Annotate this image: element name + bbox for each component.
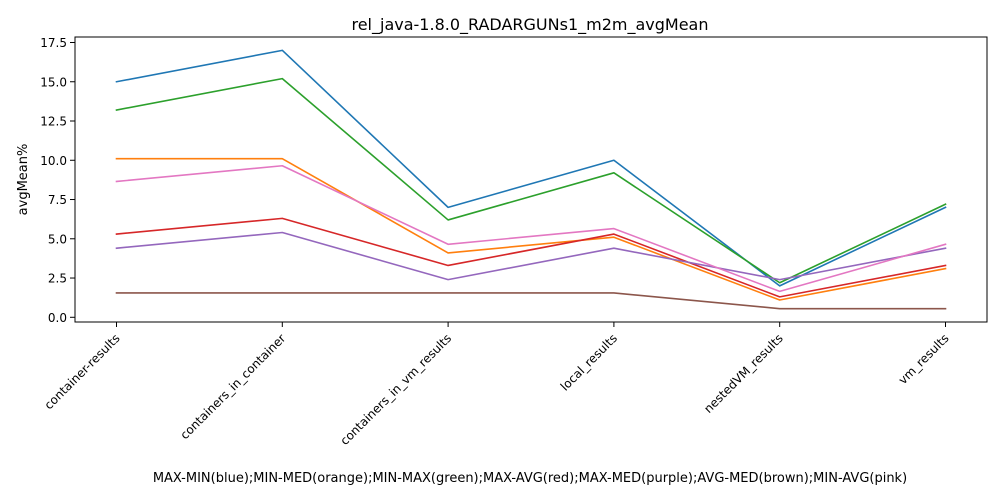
y-tick-label: 7.5: [48, 193, 67, 207]
y-tick-label: 0.0: [48, 311, 67, 325]
chart-title: rel_java-1.8.0_RADARGUNs1_m2m_avgMean: [351, 15, 708, 35]
y-axis-label: avgMean%: [16, 144, 31, 216]
series-line-3: [115, 217, 947, 298]
y-tick-label: 12.5: [40, 115, 67, 129]
y-tick-label: 5.0: [48, 232, 67, 246]
series-line-2: [115, 77, 947, 284]
y-tick-label: 17.5: [40, 36, 67, 50]
y-tick-label: 2.5: [48, 272, 67, 286]
y-axis: 0.0 2.5 5.0 7.5 10.0 12.5 15.0 17.5: [40, 36, 75, 325]
y-tick-label: 15.0: [40, 75, 67, 89]
series-line-6: [115, 164, 947, 293]
series-line-5: [115, 292, 947, 310]
series-layer: [115, 49, 947, 310]
y-tick-label: 10.0: [40, 154, 67, 168]
x-axis-label: MAX-MIN(blue);MIN-MED(orange);MIN-MAX(gr…: [153, 471, 907, 486]
series-line-4: [115, 231, 947, 281]
series-line-1: [115, 157, 947, 301]
plot-frame: [74, 36, 988, 323]
series-line-0: [115, 49, 947, 287]
